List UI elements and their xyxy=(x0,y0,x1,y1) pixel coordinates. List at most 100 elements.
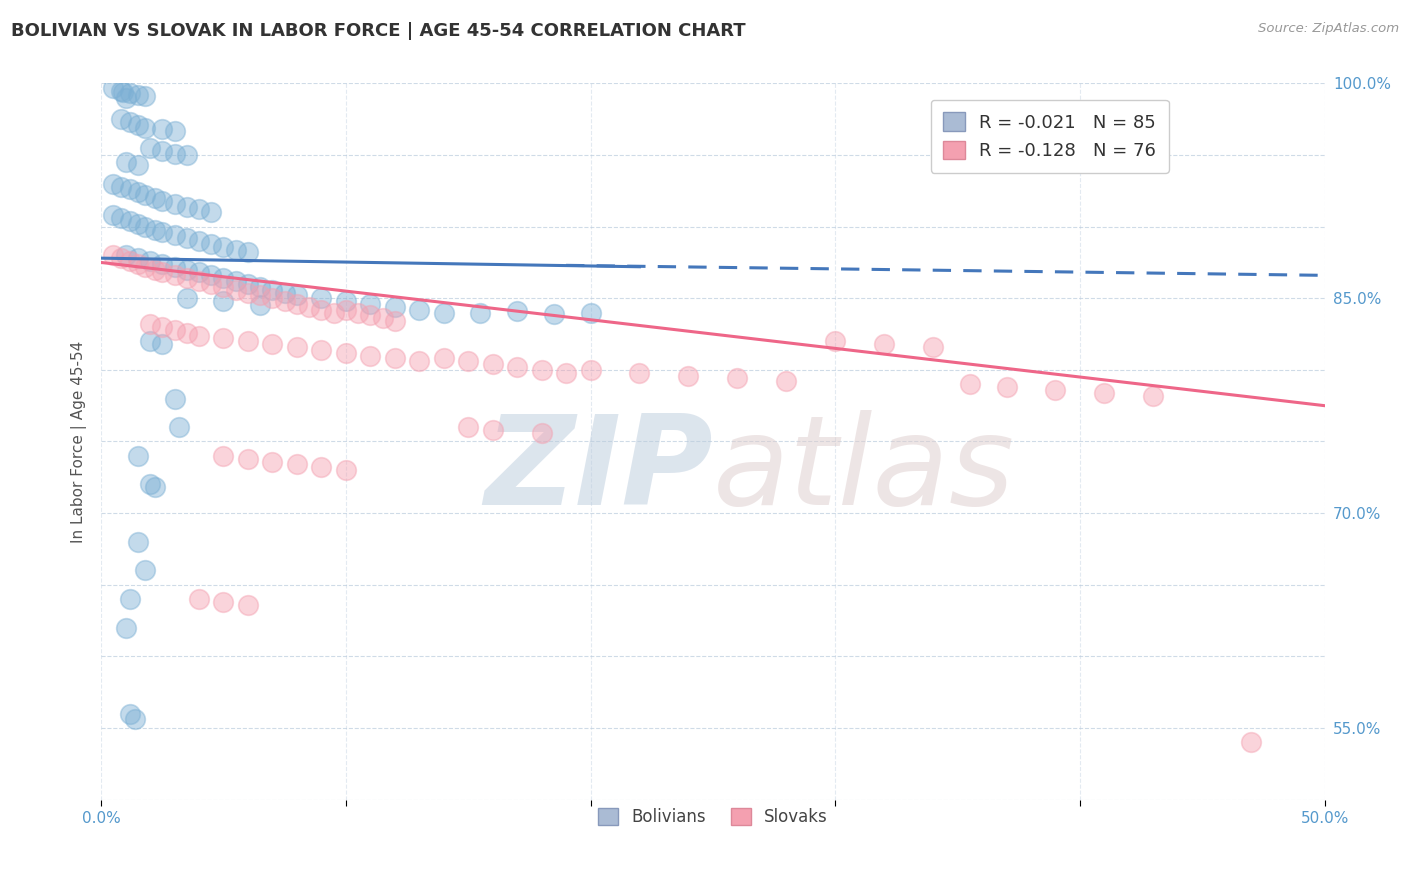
Point xyxy=(678,368,700,383)
Point xyxy=(134,89,156,103)
Point xyxy=(139,477,162,491)
Point xyxy=(359,349,381,363)
Point xyxy=(273,285,295,300)
Text: Source: ZipAtlas.com: Source: ZipAtlas.com xyxy=(1258,22,1399,36)
Point xyxy=(530,425,553,440)
Point xyxy=(481,423,503,437)
Point xyxy=(120,115,142,129)
Point xyxy=(176,291,198,305)
Point xyxy=(150,226,173,240)
Point xyxy=(457,354,479,368)
Point xyxy=(188,202,211,217)
Point xyxy=(200,205,222,219)
Point xyxy=(114,248,136,262)
Point xyxy=(212,331,235,345)
Text: BOLIVIAN VS SLOVAK IN LABOR FORCE | AGE 45-54 CORRELATION CHART: BOLIVIAN VS SLOVAK IN LABOR FORCE | AGE … xyxy=(11,22,745,40)
Point xyxy=(163,392,186,406)
Point xyxy=(134,219,156,234)
Point xyxy=(120,214,142,228)
Point xyxy=(249,280,271,294)
Point xyxy=(120,592,142,607)
Point xyxy=(775,375,797,389)
Point xyxy=(139,334,162,349)
Point xyxy=(322,305,344,319)
Point xyxy=(139,254,162,268)
Point xyxy=(188,328,211,343)
Point xyxy=(139,141,162,155)
Point xyxy=(959,377,981,392)
Point xyxy=(1240,735,1263,749)
Point xyxy=(433,305,456,319)
Y-axis label: In Labor Force | Age 45-54: In Labor Force | Age 45-54 xyxy=(72,341,87,542)
Point xyxy=(1094,385,1116,400)
Point xyxy=(212,280,235,294)
Point xyxy=(143,262,166,277)
Point xyxy=(127,186,149,200)
Point xyxy=(433,351,456,366)
Point xyxy=(188,234,211,248)
Point xyxy=(481,357,503,371)
Point xyxy=(335,294,357,309)
Point xyxy=(110,112,132,127)
Point xyxy=(176,148,198,162)
Point xyxy=(103,248,125,262)
Point xyxy=(371,311,394,326)
Point xyxy=(725,371,748,385)
Point xyxy=(110,251,132,265)
Point xyxy=(103,208,125,222)
Point xyxy=(124,712,146,726)
Point xyxy=(120,706,142,721)
Point xyxy=(143,191,166,205)
Point xyxy=(236,277,259,291)
Point xyxy=(120,254,142,268)
Point xyxy=(285,288,308,302)
Point xyxy=(134,260,156,274)
Point xyxy=(112,85,135,99)
Point xyxy=(995,380,1018,394)
Text: ZIP: ZIP xyxy=(484,409,713,531)
Point xyxy=(212,294,235,309)
Point xyxy=(150,337,173,351)
Point xyxy=(262,454,284,468)
Point xyxy=(384,351,406,366)
Point xyxy=(335,345,357,359)
Point xyxy=(163,268,186,283)
Point xyxy=(114,621,136,635)
Point xyxy=(150,319,173,334)
Point xyxy=(628,366,651,380)
Point xyxy=(169,420,191,434)
Point xyxy=(506,304,529,318)
Point xyxy=(143,480,166,494)
Point xyxy=(311,291,333,305)
Point xyxy=(103,80,125,95)
Point xyxy=(150,144,173,158)
Point xyxy=(212,449,235,463)
Point xyxy=(139,317,162,331)
Point xyxy=(110,179,132,194)
Point xyxy=(127,118,149,132)
Point xyxy=(176,200,198,214)
Text: atlas: atlas xyxy=(713,409,1015,531)
Point xyxy=(188,592,211,607)
Point xyxy=(359,309,381,323)
Point xyxy=(150,265,173,279)
Point xyxy=(236,245,259,260)
Point xyxy=(457,420,479,434)
Point xyxy=(236,598,259,612)
Point xyxy=(110,211,132,225)
Point xyxy=(824,821,846,835)
Point xyxy=(212,240,235,254)
Point xyxy=(103,177,125,191)
Point xyxy=(127,534,149,549)
Point xyxy=(225,274,247,288)
Point xyxy=(200,268,222,283)
Point xyxy=(120,87,142,101)
Point xyxy=(579,363,602,377)
Point xyxy=(225,243,247,257)
Point xyxy=(127,158,149,172)
Point xyxy=(249,298,271,312)
Point xyxy=(359,297,381,311)
Point xyxy=(127,251,149,265)
Point xyxy=(922,340,945,354)
Point xyxy=(176,231,198,245)
